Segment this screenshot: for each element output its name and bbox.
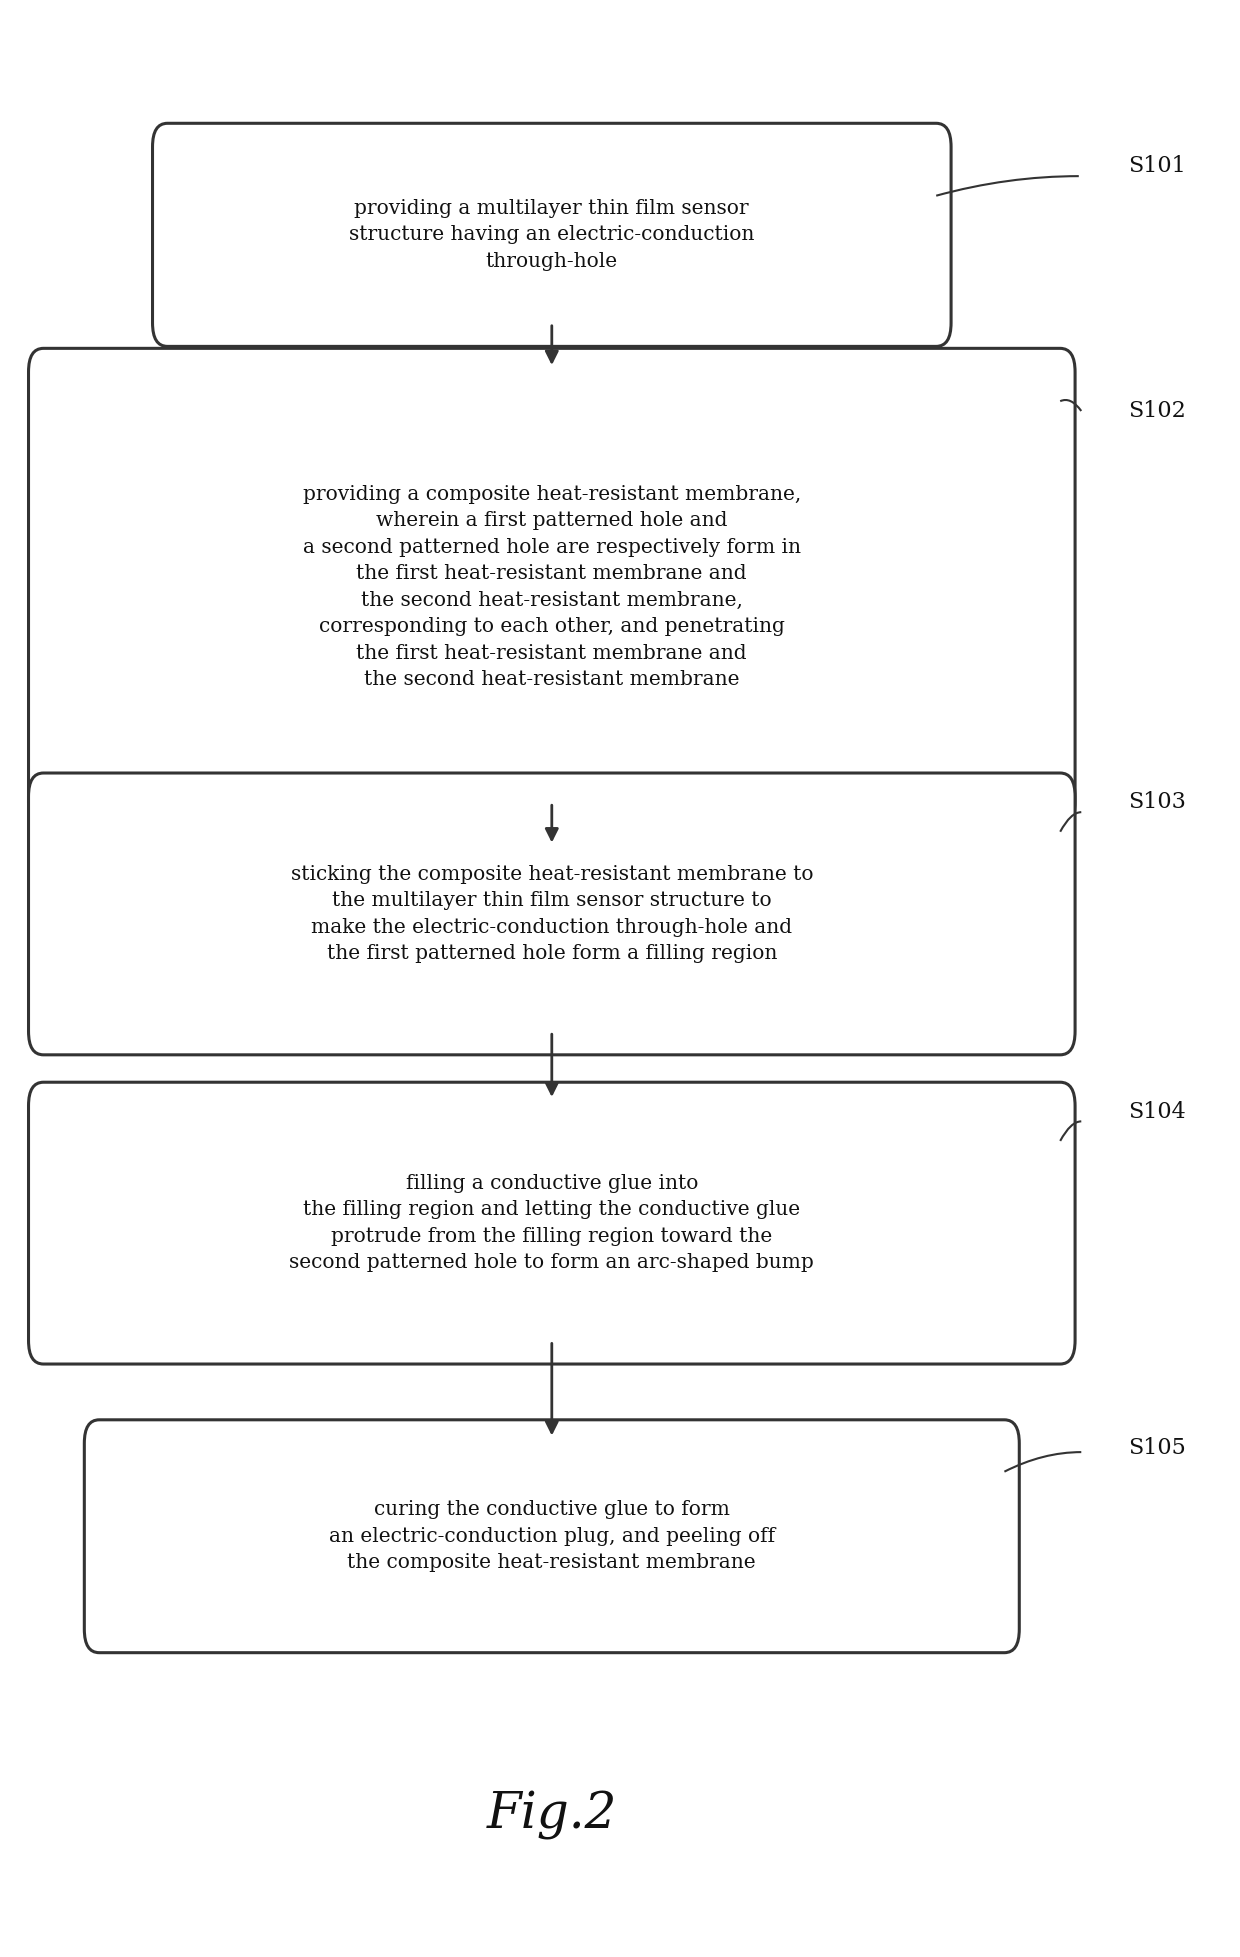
Text: curing the conductive glue to form
an electric-conduction plug, and peeling off
: curing the conductive glue to form an el…: [329, 1501, 775, 1571]
FancyBboxPatch shape: [29, 1082, 1075, 1364]
Text: filling a conductive glue into
the filling region and letting the conductive glu: filling a conductive glue into the filli…: [289, 1174, 815, 1272]
Text: S102: S102: [1128, 399, 1187, 423]
Text: Fig.2: Fig.2: [486, 1791, 618, 1840]
Text: S103: S103: [1128, 791, 1187, 814]
Text: S105: S105: [1128, 1436, 1187, 1460]
Text: S104: S104: [1128, 1100, 1187, 1123]
Text: providing a multilayer thin film sensor
structure having an electric-conduction
: providing a multilayer thin film sensor …: [350, 200, 754, 270]
FancyBboxPatch shape: [84, 1421, 1019, 1652]
Text: S101: S101: [1128, 155, 1187, 178]
Text: providing a composite heat-resistant membrane,
wherein a first patterned hole an: providing a composite heat-resistant mem…: [303, 485, 801, 689]
FancyBboxPatch shape: [29, 348, 1075, 826]
FancyBboxPatch shape: [153, 123, 951, 346]
FancyBboxPatch shape: [29, 773, 1075, 1055]
Text: sticking the composite heat-resistant membrane to
the multilayer thin film senso: sticking the composite heat-resistant me…: [290, 865, 813, 963]
